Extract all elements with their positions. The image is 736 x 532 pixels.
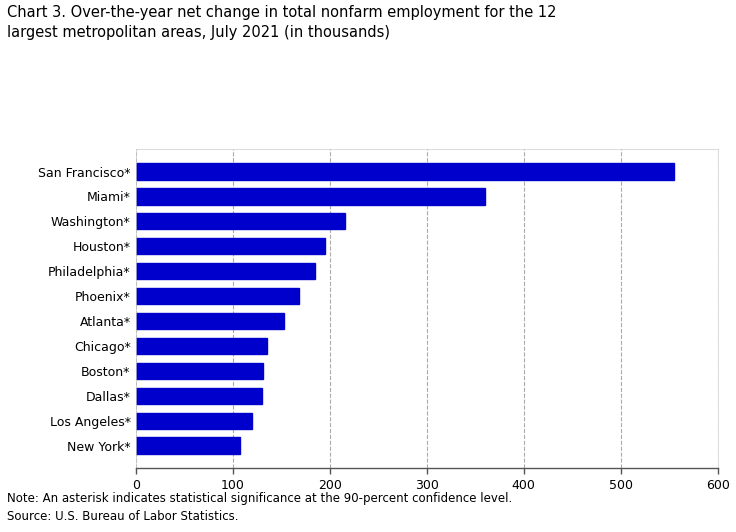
Bar	[136, 163, 674, 180]
Text: Chart 3. Over-the-year net change in total nonfarm employment for the 12
largest: Chart 3. Over-the-year net change in tot…	[7, 5, 557, 40]
Bar	[136, 288, 299, 304]
Text: Note: An asterisk indicates statistical significance at the 90-percent confidenc: Note: An asterisk indicates statistical …	[7, 492, 512, 505]
Bar	[136, 188, 485, 205]
Bar	[136, 363, 263, 379]
Bar	[136, 338, 267, 354]
Bar	[136, 238, 325, 254]
Bar	[136, 412, 252, 429]
Bar	[136, 388, 262, 404]
Bar	[136, 437, 240, 454]
Text: Source: U.S. Bureau of Labor Statistics.: Source: U.S. Bureau of Labor Statistics.	[7, 510, 239, 522]
Bar	[136, 263, 316, 279]
Bar	[136, 213, 344, 229]
Bar	[136, 313, 284, 329]
